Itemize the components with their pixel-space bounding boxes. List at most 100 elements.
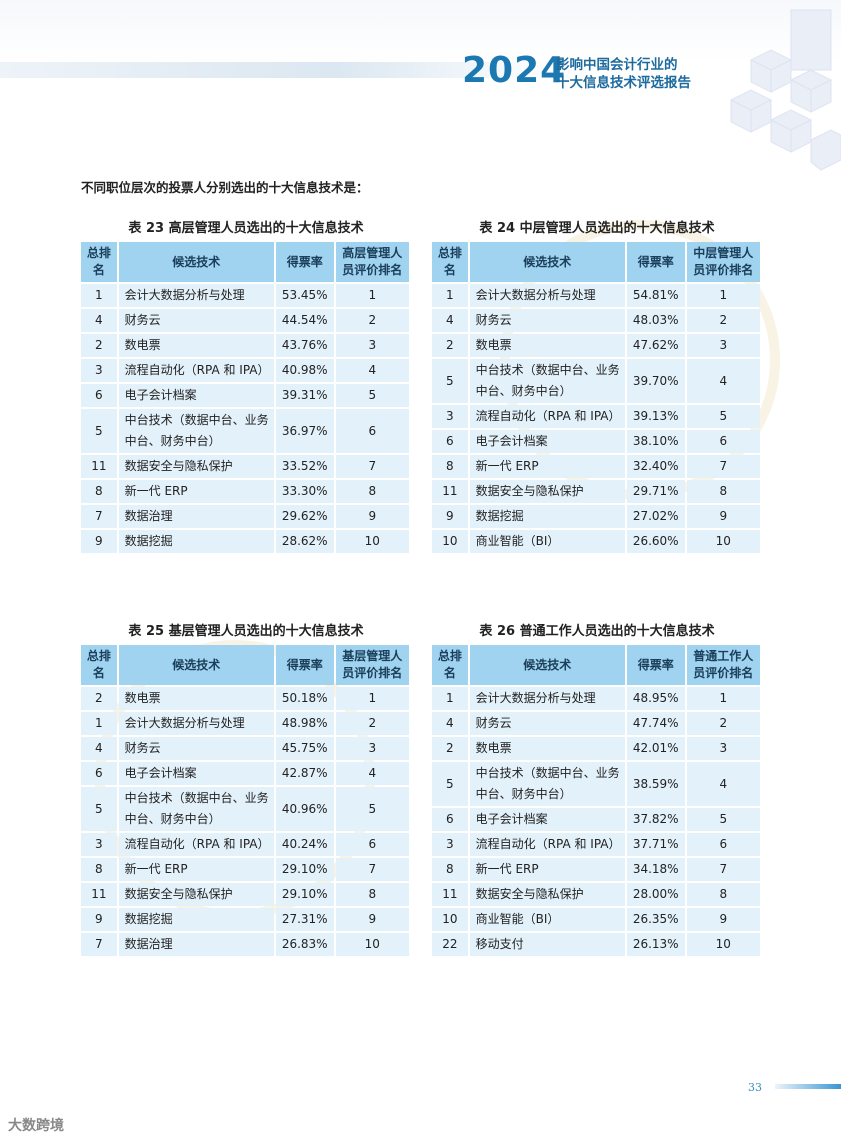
cell-vote-rate: 48.98% xyxy=(275,712,334,735)
top-shade xyxy=(0,0,841,62)
cell-group-rank: 4 xyxy=(686,762,760,806)
cell-group-rank: 5 xyxy=(335,787,409,831)
header-subtitle-line1: 影响中国会计行业的 xyxy=(556,57,678,73)
cell-candidate-tech: 商业智能（BI） xyxy=(469,908,625,931)
table-row: 5 中台技术（数据中台、业务中台、财务中台） 36.97% 6 xyxy=(81,409,409,453)
cell-overall-rank: 3 xyxy=(81,833,117,856)
cell-vote-rate: 40.96% xyxy=(275,787,334,831)
cell-candidate-tech: 电子会计档案 xyxy=(469,430,625,453)
table-row: 11 数据安全与隐私保护 29.71% 8 xyxy=(432,480,760,503)
table-row: 6 电子会计档案 38.10% 6 xyxy=(432,430,760,453)
cell-overall-rank: 2 xyxy=(81,687,117,710)
cell-group-rank: 3 xyxy=(335,334,409,357)
cell-candidate-tech: 财务云 xyxy=(118,737,274,760)
cell-candidate-tech: 流程自动化（RPA 和 IPA） xyxy=(469,405,625,428)
table-row: 8 新一代 ERP 33.30% 8 xyxy=(81,480,409,503)
cell-vote-rate: 42.01% xyxy=(626,737,685,760)
header-group-rank: 基层管理人员评价排名 xyxy=(335,645,409,685)
cell-candidate-tech: 新一代 ERP xyxy=(118,480,274,503)
table-header-row: 总排名 候选技术 得票率 普通工作人员评价排名 xyxy=(432,645,760,685)
cell-overall-rank: 3 xyxy=(432,405,468,428)
cell-group-rank: 9 xyxy=(335,908,409,931)
table-row: 11 数据安全与隐私保护 33.52% 7 xyxy=(81,455,409,478)
table-row: 1 会计大数据分析与处理 53.45% 1 xyxy=(81,284,409,307)
cell-overall-rank: 4 xyxy=(81,737,117,760)
cell-candidate-tech: 流程自动化（RPA 和 IPA） xyxy=(118,359,274,382)
table-row: 10 商业智能（BI） 26.35% 9 xyxy=(432,908,760,931)
cell-vote-rate: 28.00% xyxy=(626,883,685,906)
table-row: 6 电子会计档案 42.87% 4 xyxy=(81,762,409,785)
cell-overall-rank: 7 xyxy=(81,933,117,956)
page-number: 33 xyxy=(748,1081,762,1094)
cell-group-rank: 5 xyxy=(335,384,409,407)
cell-overall-rank: 8 xyxy=(81,480,117,503)
table-header-row: 总排名 候选技术 得票率 基层管理人员评价排名 xyxy=(81,645,409,685)
cell-vote-rate: 38.10% xyxy=(626,430,685,453)
cell-overall-rank: 11 xyxy=(81,455,117,478)
cell-candidate-tech: 数电票 xyxy=(469,737,625,760)
table-row: 3 流程自动化（RPA 和 IPA） 40.24% 6 xyxy=(81,833,409,856)
header-vote-rate: 得票率 xyxy=(626,242,685,282)
cell-candidate-tech: 数据治理 xyxy=(118,933,274,956)
cell-overall-rank: 1 xyxy=(432,284,468,307)
cell-candidate-tech: 会计大数据分析与处理 xyxy=(469,687,625,710)
cell-overall-rank: 5 xyxy=(81,787,117,831)
cell-candidate-tech: 财务云 xyxy=(469,712,625,735)
cell-vote-rate: 53.45% xyxy=(275,284,334,307)
cell-overall-rank: 11 xyxy=(432,883,468,906)
table-caption: 表 25 基层管理人员选出的十大信息技术 xyxy=(128,624,364,639)
cell-candidate-tech: 新一代 ERP xyxy=(469,455,625,478)
cell-vote-rate: 34.18% xyxy=(626,858,685,881)
cell-vote-rate: 26.13% xyxy=(626,933,685,956)
cell-overall-rank: 8 xyxy=(81,858,117,881)
cell-overall-rank: 8 xyxy=(432,455,468,478)
cell-group-rank: 5 xyxy=(686,808,760,831)
cell-candidate-tech: 中台技术（数据中台、业务中台、财务中台） xyxy=(118,787,274,831)
cell-overall-rank: 10 xyxy=(432,908,468,931)
cell-overall-rank: 4 xyxy=(432,712,468,735)
cell-candidate-tech: 数据安全与隐私保护 xyxy=(118,455,274,478)
cell-vote-rate: 29.10% xyxy=(275,858,334,881)
header-group-rank: 中层管理人员评价排名 xyxy=(686,242,760,282)
cell-candidate-tech: 数电票 xyxy=(118,334,274,357)
table-row: 1 会计大数据分析与处理 48.95% 1 xyxy=(432,687,760,710)
cell-vote-rate: 40.98% xyxy=(275,359,334,382)
table-block-middle: 表 24 中层管理人员选出的十大信息技术 总排名 候选技术 得票率 中层管理人员评价排名… xyxy=(432,218,762,555)
table-row: 3 流程自动化（RPA 和 IPA） 39.13% 5 xyxy=(432,405,760,428)
cell-overall-rank: 11 xyxy=(81,883,117,906)
header-year: 2024 xyxy=(462,50,567,91)
cell-vote-rate: 33.30% xyxy=(275,480,334,503)
cell-overall-rank: 5 xyxy=(432,762,468,806)
table-row: 4 财务云 44.54% 2 xyxy=(81,309,409,332)
cell-group-rank: 1 xyxy=(686,687,760,710)
cell-group-rank: 10 xyxy=(686,933,760,956)
table-block-senior: 表 23 高层管理人员选出的十大信息技术 总排名 候选技术 得票率 高层管理人员评价排名… xyxy=(81,218,411,555)
cell-vote-rate: 37.71% xyxy=(626,833,685,856)
cell-overall-rank: 9 xyxy=(432,505,468,528)
table-caption: 表 26 普通工作人员选出的十大信息技术 xyxy=(479,624,715,639)
cell-vote-rate: 39.70% xyxy=(626,359,685,403)
cell-vote-rate: 29.10% xyxy=(275,883,334,906)
cell-vote-rate: 26.60% xyxy=(626,530,685,553)
table-row: 5 中台技术（数据中台、业务中台、财务中台） 39.70% 4 xyxy=(432,359,760,403)
cell-candidate-tech: 数据安全与隐私保护 xyxy=(469,883,625,906)
header-vote-rate: 得票率 xyxy=(275,645,334,685)
cell-vote-rate: 27.02% xyxy=(626,505,685,528)
cell-group-rank: 6 xyxy=(335,833,409,856)
cell-group-rank: 8 xyxy=(335,883,409,906)
cell-group-rank: 2 xyxy=(686,712,760,735)
header-overall-rank: 总排名 xyxy=(432,645,468,685)
cell-candidate-tech: 数据挖掘 xyxy=(118,908,274,931)
table-row: 4 财务云 48.03% 2 xyxy=(432,309,760,332)
cell-vote-rate: 33.52% xyxy=(275,455,334,478)
cell-candidate-tech: 流程自动化（RPA 和 IPA） xyxy=(469,833,625,856)
table-block-junior: 表 25 基层管理人员选出的十大信息技术总排名 候选技术 得票率 基层管理人员评价排名… xyxy=(81,621,411,958)
cell-overall-rank: 5 xyxy=(432,359,468,403)
watermark-text: 大数跨境 xyxy=(8,1118,64,1134)
cell-overall-rank: 2 xyxy=(432,334,468,357)
cell-group-rank: 3 xyxy=(686,334,760,357)
cell-overall-rank: 6 xyxy=(81,384,117,407)
cell-group-rank: 8 xyxy=(335,480,409,503)
cell-candidate-tech: 新一代 ERP xyxy=(118,858,274,881)
table-row: 1 会计大数据分析与处理 48.98% 2 xyxy=(81,712,409,735)
